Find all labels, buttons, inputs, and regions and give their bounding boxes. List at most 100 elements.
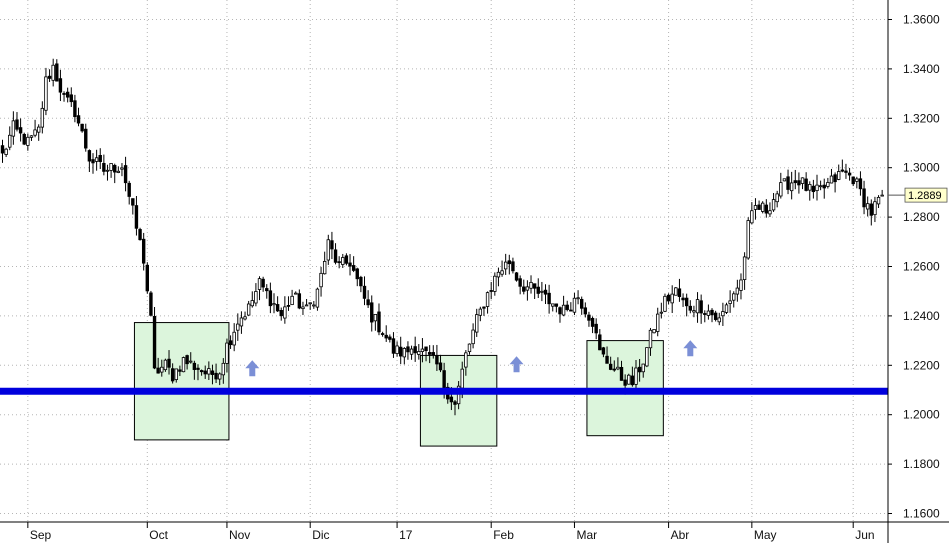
candle: [761, 201, 765, 214]
candle-body: [37, 126, 41, 133]
candle: [493, 272, 497, 296]
candle-body: [261, 278, 265, 288]
candle-body: [478, 308, 483, 316]
candle: [355, 267, 359, 287]
candle: [695, 292, 700, 323]
candle: [692, 305, 696, 318]
candle-body: [337, 261, 341, 264]
candle-body: [275, 304, 280, 312]
candle: [33, 119, 37, 138]
candle: [170, 363, 175, 384]
candle: [84, 123, 88, 152]
candle: [475, 308, 479, 337]
candle: [152, 306, 157, 370]
candle-body: [395, 345, 399, 354]
candle-body: [210, 370, 215, 375]
last-price-value: 1.2889: [908, 190, 942, 202]
candle-body: [250, 300, 254, 307]
candle-body: [576, 297, 580, 300]
candle-body: [645, 347, 649, 367]
candle: [268, 282, 273, 314]
candle-body: [40, 107, 45, 128]
candle: [637, 358, 642, 382]
candle-body: [442, 370, 446, 389]
candle-body: [217, 373, 222, 380]
candle-body: [51, 64, 55, 81]
candle-body: [138, 229, 142, 241]
candle: [750, 202, 754, 225]
candle-body: [717, 317, 721, 323]
candle: [398, 336, 403, 365]
candle: [203, 365, 207, 379]
candle: [500, 260, 504, 277]
candle: [547, 284, 551, 314]
candle-body: [391, 338, 396, 354]
candle-body: [105, 169, 110, 172]
consolidation-zone: [133, 322, 230, 441]
candle: [22, 132, 26, 146]
last-price-tag[interactable]: 1.2889: [888, 187, 948, 203]
candle-body: [384, 334, 388, 339]
candle-body: [648, 329, 653, 349]
candle: [435, 344, 439, 372]
candle-body: [637, 366, 642, 373]
candle-body: [761, 202, 765, 212]
candle-body: [775, 193, 779, 203]
candle: [771, 193, 776, 212]
candle-body: [301, 306, 305, 310]
candle: [94, 149, 99, 171]
candle-body: [706, 310, 711, 316]
candle-body: [73, 100, 77, 118]
candle-body: [558, 307, 562, 315]
candle-body: [656, 313, 660, 332]
candle: [73, 94, 77, 123]
candle: [279, 307, 283, 321]
candle: [605, 346, 609, 364]
candle-body: [102, 162, 106, 172]
candle: [837, 164, 841, 181]
candle-body: [268, 290, 273, 307]
candle: [529, 275, 533, 294]
x-tick-label: Abr: [671, 528, 690, 542]
candle: [11, 111, 16, 145]
candle: [489, 281, 493, 300]
candle: [612, 360, 616, 372]
candle-body: [152, 315, 157, 369]
candle-body: [145, 264, 149, 292]
candle: [228, 335, 233, 349]
candle-body: [15, 119, 19, 130]
candle-body: [489, 290, 493, 292]
up-arrow-icon: [509, 356, 524, 373]
candle-body: [514, 272, 519, 281]
candle-body: [402, 348, 407, 358]
candle-body: [344, 255, 349, 264]
candle: [62, 91, 66, 102]
candle: [427, 345, 432, 364]
candle: [739, 273, 743, 300]
candle-body: [348, 262, 352, 267]
candle-body: [522, 286, 526, 292]
candle: [619, 360, 624, 381]
candle-body: [851, 176, 855, 185]
candle-body: [239, 317, 244, 327]
candle: [873, 196, 877, 223]
candle: [862, 180, 866, 215]
candle: [717, 312, 721, 326]
candle: [377, 303, 381, 336]
candle: [583, 302, 588, 318]
candle: [630, 366, 635, 387]
candle-body: [351, 265, 356, 271]
candle: [341, 253, 345, 268]
candle: [221, 358, 226, 384]
candle-body: [431, 352, 435, 356]
candle-body: [55, 63, 59, 82]
candle-body: [355, 268, 359, 280]
candle: [225, 338, 229, 373]
candle-body: [417, 351, 421, 355]
candle-body: [797, 180, 801, 186]
candle: [558, 306, 562, 323]
candle: [55, 59, 59, 82]
candle-body: [659, 311, 664, 314]
candle: [250, 291, 254, 308]
